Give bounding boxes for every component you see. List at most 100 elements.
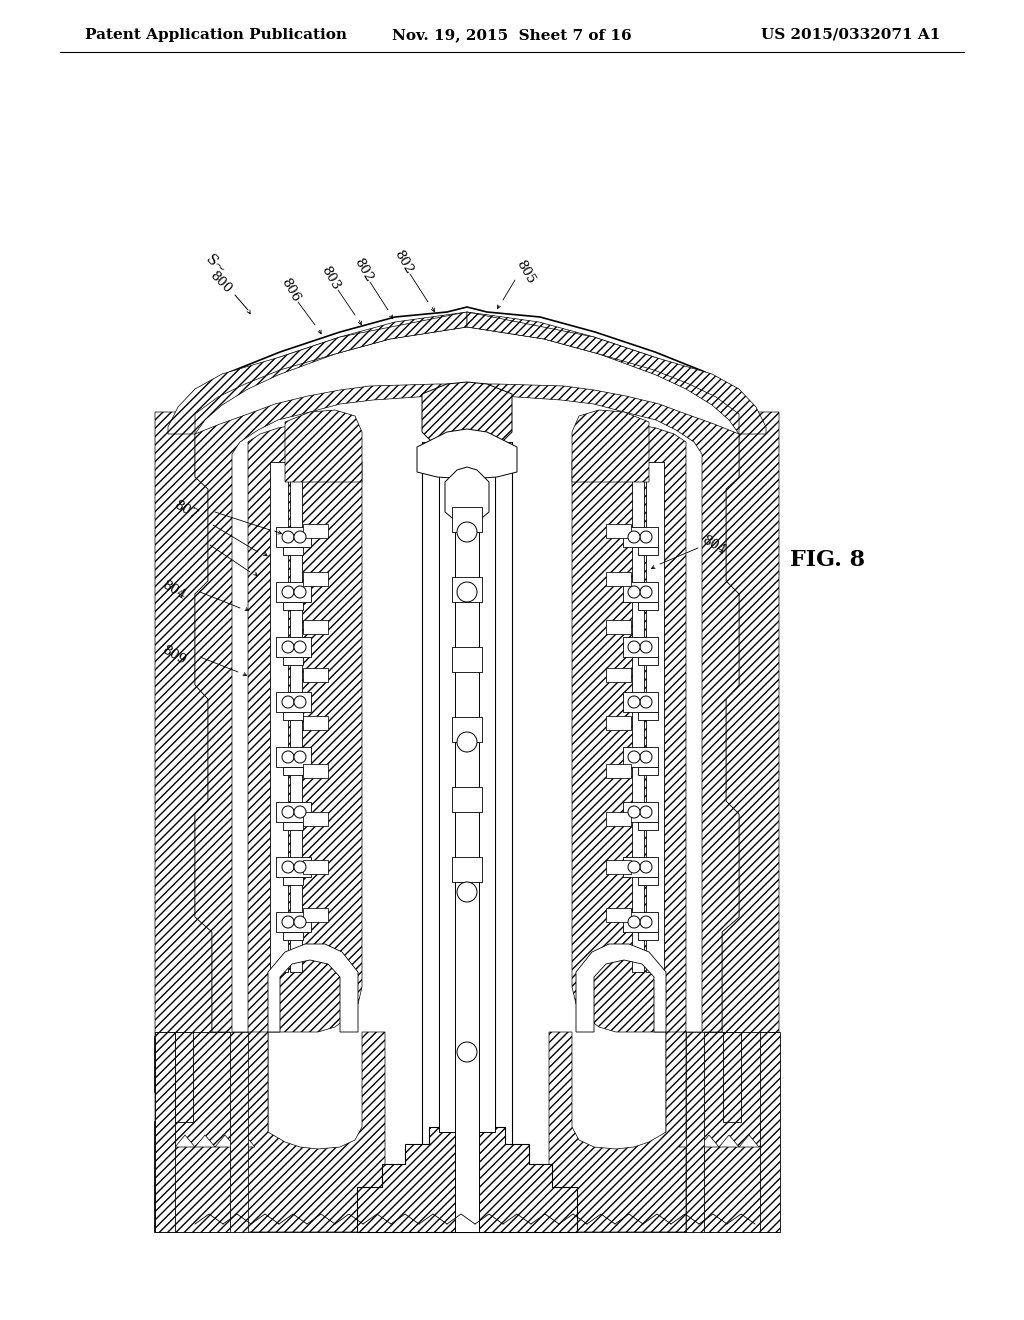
Polygon shape (467, 312, 779, 1232)
Text: US 2015/0332071 A1: US 2015/0332071 A1 (761, 28, 940, 42)
Bar (290, 462, 302, 972)
Circle shape (640, 807, 652, 818)
Bar (283, 876, 303, 884)
Polygon shape (572, 424, 686, 1232)
Bar (606, 620, 631, 634)
Bar (303, 572, 328, 586)
Bar (638, 932, 658, 940)
Bar (270, 462, 288, 972)
Bar (705, 1032, 779, 1232)
Circle shape (282, 861, 294, 873)
Text: 800: 800 (207, 268, 233, 296)
Circle shape (640, 696, 652, 708)
Bar (283, 932, 303, 940)
Bar (276, 692, 311, 711)
Circle shape (282, 751, 294, 763)
Text: 804: 804 (700, 533, 728, 557)
Bar (606, 572, 631, 586)
Bar (623, 747, 658, 767)
Text: 806: 806 (279, 276, 302, 304)
Polygon shape (248, 424, 362, 1232)
Text: 803: 803 (318, 264, 342, 292)
Polygon shape (234, 1135, 255, 1147)
Bar (623, 912, 658, 932)
Bar (303, 620, 328, 634)
Bar (638, 602, 658, 610)
Bar (760, 1032, 780, 1232)
Circle shape (294, 807, 306, 818)
Circle shape (294, 916, 306, 928)
Bar (638, 822, 658, 830)
Bar (175, 1032, 193, 1122)
Bar (623, 582, 658, 602)
Polygon shape (168, 312, 467, 434)
Bar (303, 812, 328, 826)
Text: Patent Application Publication: Patent Application Publication (85, 28, 347, 42)
Bar (303, 861, 328, 874)
Bar (439, 451, 495, 1133)
Polygon shape (155, 308, 769, 1232)
Circle shape (294, 586, 306, 598)
Bar (283, 822, 303, 830)
Text: 804: 804 (160, 578, 188, 602)
Polygon shape (549, 1032, 686, 1232)
Circle shape (282, 642, 294, 653)
Text: 809: 809 (160, 643, 188, 667)
Bar (606, 812, 631, 826)
Circle shape (628, 531, 640, 543)
Polygon shape (155, 312, 467, 1232)
Circle shape (628, 586, 640, 598)
Polygon shape (195, 1135, 215, 1147)
Circle shape (294, 642, 306, 653)
Polygon shape (285, 411, 362, 482)
Circle shape (282, 916, 294, 928)
Polygon shape (175, 1135, 195, 1147)
Polygon shape (445, 467, 489, 521)
Polygon shape (759, 1135, 779, 1147)
Bar (632, 462, 644, 972)
Bar (638, 657, 658, 665)
Bar (623, 638, 658, 657)
Bar (452, 507, 482, 532)
Bar (638, 546, 658, 554)
Polygon shape (467, 312, 766, 434)
Circle shape (640, 861, 652, 873)
Polygon shape (195, 384, 467, 1232)
Polygon shape (215, 1135, 234, 1147)
Bar (276, 747, 311, 767)
Polygon shape (248, 1032, 385, 1232)
Bar (155, 1032, 175, 1232)
Bar (276, 527, 311, 546)
Bar (606, 764, 631, 777)
Bar (606, 668, 631, 682)
Bar (303, 524, 328, 539)
Circle shape (282, 807, 294, 818)
Polygon shape (719, 1135, 739, 1147)
Bar (623, 692, 658, 711)
Polygon shape (230, 1032, 248, 1232)
Polygon shape (699, 1135, 719, 1147)
Bar (452, 857, 482, 882)
Polygon shape (679, 1135, 699, 1147)
Bar (283, 767, 303, 775)
Circle shape (628, 642, 640, 653)
Bar (638, 767, 658, 775)
Circle shape (640, 586, 652, 598)
Circle shape (457, 521, 477, 543)
Text: Nov. 19, 2015  Sheet 7 of 16: Nov. 19, 2015 Sheet 7 of 16 (392, 28, 632, 42)
Bar (455, 442, 479, 1232)
Bar (283, 657, 303, 665)
Polygon shape (686, 1032, 705, 1232)
Bar (606, 861, 631, 874)
Polygon shape (575, 944, 666, 1032)
Circle shape (282, 531, 294, 543)
Bar (303, 908, 328, 921)
Polygon shape (422, 381, 512, 449)
Circle shape (294, 531, 306, 543)
Bar (422, 442, 512, 1232)
Circle shape (294, 751, 306, 763)
Polygon shape (572, 411, 649, 482)
Bar (623, 527, 658, 546)
Circle shape (640, 531, 652, 543)
Circle shape (457, 733, 477, 752)
